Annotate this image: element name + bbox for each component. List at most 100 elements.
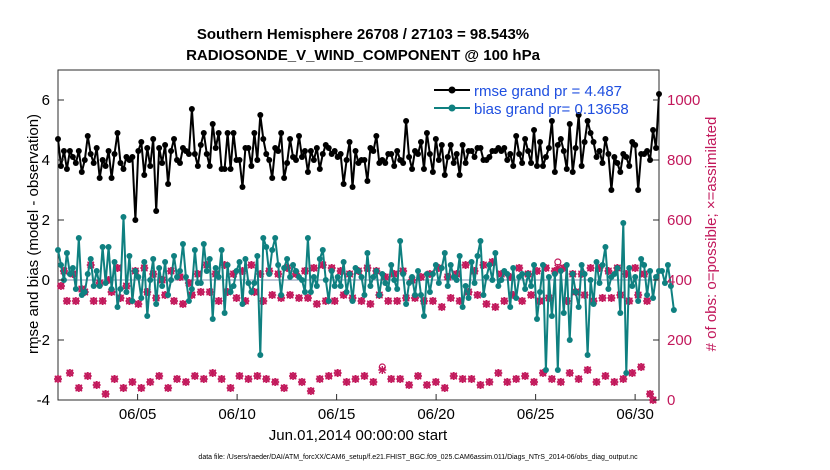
rmse-point bbox=[444, 154, 451, 160]
bias-point bbox=[477, 238, 484, 244]
bias-point bbox=[141, 259, 148, 265]
bias-point bbox=[239, 301, 246, 307]
obs-assimilated-marker bbox=[521, 372, 530, 380]
bias-point bbox=[474, 253, 481, 259]
bias-point bbox=[364, 250, 371, 256]
bias-point bbox=[123, 289, 130, 295]
obs-assimilated-marker bbox=[559, 264, 568, 272]
bias-point bbox=[102, 280, 109, 286]
bias-point bbox=[635, 298, 642, 304]
rmse-point bbox=[278, 130, 285, 136]
rmse-point bbox=[441, 172, 448, 178]
bias-point bbox=[358, 274, 365, 280]
rmse-point bbox=[593, 154, 600, 160]
y-axis-label-right: # of obs: o=possible; ×=assimilated bbox=[703, 117, 720, 352]
obs-assimilated-marker bbox=[422, 381, 431, 389]
rmse-point bbox=[138, 139, 145, 145]
obs-assimilated-marker bbox=[268, 291, 277, 299]
obs-assimilated-marker bbox=[324, 372, 333, 380]
obs-assimilated-marker bbox=[485, 378, 494, 386]
bias-point bbox=[325, 298, 332, 304]
obs-assimilated-marker bbox=[226, 384, 235, 392]
bias-point bbox=[200, 241, 207, 247]
obs-assimilated-marker bbox=[238, 267, 247, 275]
bias-point bbox=[504, 271, 511, 277]
plot-area bbox=[57, 69, 660, 401]
obs-assimilated-marker bbox=[574, 375, 583, 383]
rmse-point bbox=[236, 157, 243, 163]
obs-assimilated-marker bbox=[271, 378, 280, 386]
obs-assimilated-marker bbox=[178, 300, 187, 308]
rmse-point bbox=[141, 172, 148, 178]
rmse-point bbox=[587, 130, 594, 136]
bias-point bbox=[417, 292, 424, 298]
rmse-point bbox=[531, 127, 538, 133]
rmse-point bbox=[400, 160, 407, 166]
rmse-point bbox=[310, 157, 317, 163]
bias-point bbox=[650, 295, 657, 301]
rmse-point bbox=[435, 157, 442, 163]
rmse-point bbox=[248, 163, 255, 169]
obs-assimilated-marker bbox=[440, 384, 449, 392]
rmse-point bbox=[391, 163, 398, 169]
bias-point bbox=[57, 262, 64, 268]
bias-point bbox=[438, 265, 445, 271]
rmse-point bbox=[135, 148, 142, 154]
rmse-point bbox=[656, 91, 662, 97]
rmse-point bbox=[417, 139, 424, 145]
obs-assimilated-marker bbox=[491, 303, 500, 311]
y-tick-label-right: 0 bbox=[667, 392, 675, 409]
rmse-point bbox=[575, 112, 582, 118]
bias-point bbox=[301, 289, 308, 295]
rmse-point bbox=[108, 175, 115, 181]
rmse-point bbox=[266, 157, 273, 163]
obs-assimilated-marker bbox=[411, 294, 420, 302]
bias-point bbox=[489, 277, 496, 283]
obs-assimilated-marker bbox=[253, 372, 262, 380]
rmse-point bbox=[209, 121, 216, 127]
rmse-point bbox=[373, 133, 380, 139]
bias-point bbox=[536, 289, 543, 295]
bias-point bbox=[316, 256, 323, 262]
obs-assimilated-marker bbox=[196, 288, 205, 296]
rmse-point bbox=[263, 151, 270, 157]
rmse-point bbox=[337, 151, 344, 157]
rmse-point bbox=[194, 163, 201, 169]
bias-point bbox=[93, 268, 100, 274]
x-tick-label: 06/20 bbox=[417, 406, 455, 423]
bias-point bbox=[623, 370, 630, 376]
bias-point bbox=[251, 280, 258, 286]
bias-point bbox=[69, 265, 76, 271]
rmse-point bbox=[438, 142, 445, 148]
rmse-point bbox=[281, 175, 288, 181]
obs-assimilated-marker bbox=[479, 261, 488, 269]
rmse-point bbox=[63, 166, 70, 172]
y-tick-label-right: 600 bbox=[667, 212, 692, 229]
obs-assimilated-marker bbox=[530, 378, 539, 386]
rmse-point bbox=[516, 151, 523, 157]
rmse-point bbox=[84, 133, 91, 139]
bias-point bbox=[269, 247, 276, 253]
bias-point bbox=[328, 268, 335, 274]
obs-assimilated-marker bbox=[556, 378, 565, 386]
bias-point bbox=[153, 301, 160, 307]
rmse-point bbox=[260, 136, 267, 142]
bias-point bbox=[188, 286, 195, 292]
obs-assimilated-marker bbox=[306, 387, 315, 395]
obs-assimilated-marker bbox=[330, 297, 339, 305]
obs-assimilated-marker bbox=[509, 291, 518, 299]
rmse-point bbox=[212, 145, 219, 151]
rmse-point bbox=[206, 163, 213, 169]
bias-point bbox=[560, 310, 567, 316]
rmse-point bbox=[477, 145, 484, 151]
rmse-point bbox=[227, 166, 234, 172]
obs-assimilated-marker bbox=[128, 378, 137, 386]
bias-point bbox=[310, 274, 317, 280]
bias-point bbox=[215, 274, 222, 280]
rmse-point bbox=[284, 160, 291, 166]
obs-assimilated-marker bbox=[396, 375, 405, 383]
obs-assimilated-marker bbox=[217, 375, 226, 383]
obs-assimilated-marker bbox=[286, 291, 295, 299]
rmse-point bbox=[171, 136, 178, 142]
obs-assimilated-marker bbox=[262, 375, 271, 383]
